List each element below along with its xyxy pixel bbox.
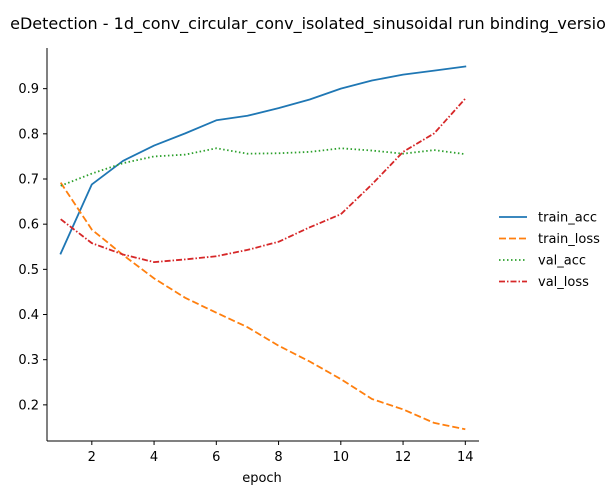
x-tick-label: 6 <box>212 450 220 465</box>
series-line-train-acc <box>59 65 467 255</box>
legend-label-val-acc: val_acc <box>538 254 586 269</box>
y-axis: 0.2 0.3 0.4 0.5 0.6 0.7 0.8 0.9 <box>18 48 48 441</box>
legend: train_acc train_loss val_acc val_loss <box>499 211 600 290</box>
x-tick-label: 4 <box>150 450 158 465</box>
x-tick-label: 10 <box>333 450 350 465</box>
y-tick-label: 0.3 <box>18 353 39 368</box>
x-tick-label: 8 <box>274 450 282 465</box>
plot-area <box>59 65 467 431</box>
y-tick-label: 0.6 <box>18 218 39 233</box>
legend-label-train-loss: train_loss <box>538 232 600 247</box>
x-axis: 2 4 6 8 10 12 14 <box>47 440 479 465</box>
x-tick-label: 2 <box>88 450 96 465</box>
chart-title: eDetection - 1d_conv_circular_conv_isola… <box>10 14 606 34</box>
legend-label-val-loss: val_loss <box>538 275 589 290</box>
x-tick-label: 12 <box>395 450 412 465</box>
y-tick-label: 0.8 <box>18 127 39 142</box>
series-line-val-loss <box>60 97 466 264</box>
legend-label-train-acc: train_acc <box>538 211 597 226</box>
series-line-train-loss <box>59 182 466 431</box>
y-tick-label: 0.5 <box>18 263 39 278</box>
x-axis-label: epoch <box>242 471 282 486</box>
y-tick-label: 0.9 <box>18 82 39 97</box>
y-tick-label: 0.4 <box>18 308 39 323</box>
y-tick-label: 0.2 <box>18 398 39 413</box>
x-tick-label: 14 <box>457 450 474 465</box>
y-tick-label: 0.7 <box>18 173 39 188</box>
series-line-val-acc <box>60 147 466 187</box>
